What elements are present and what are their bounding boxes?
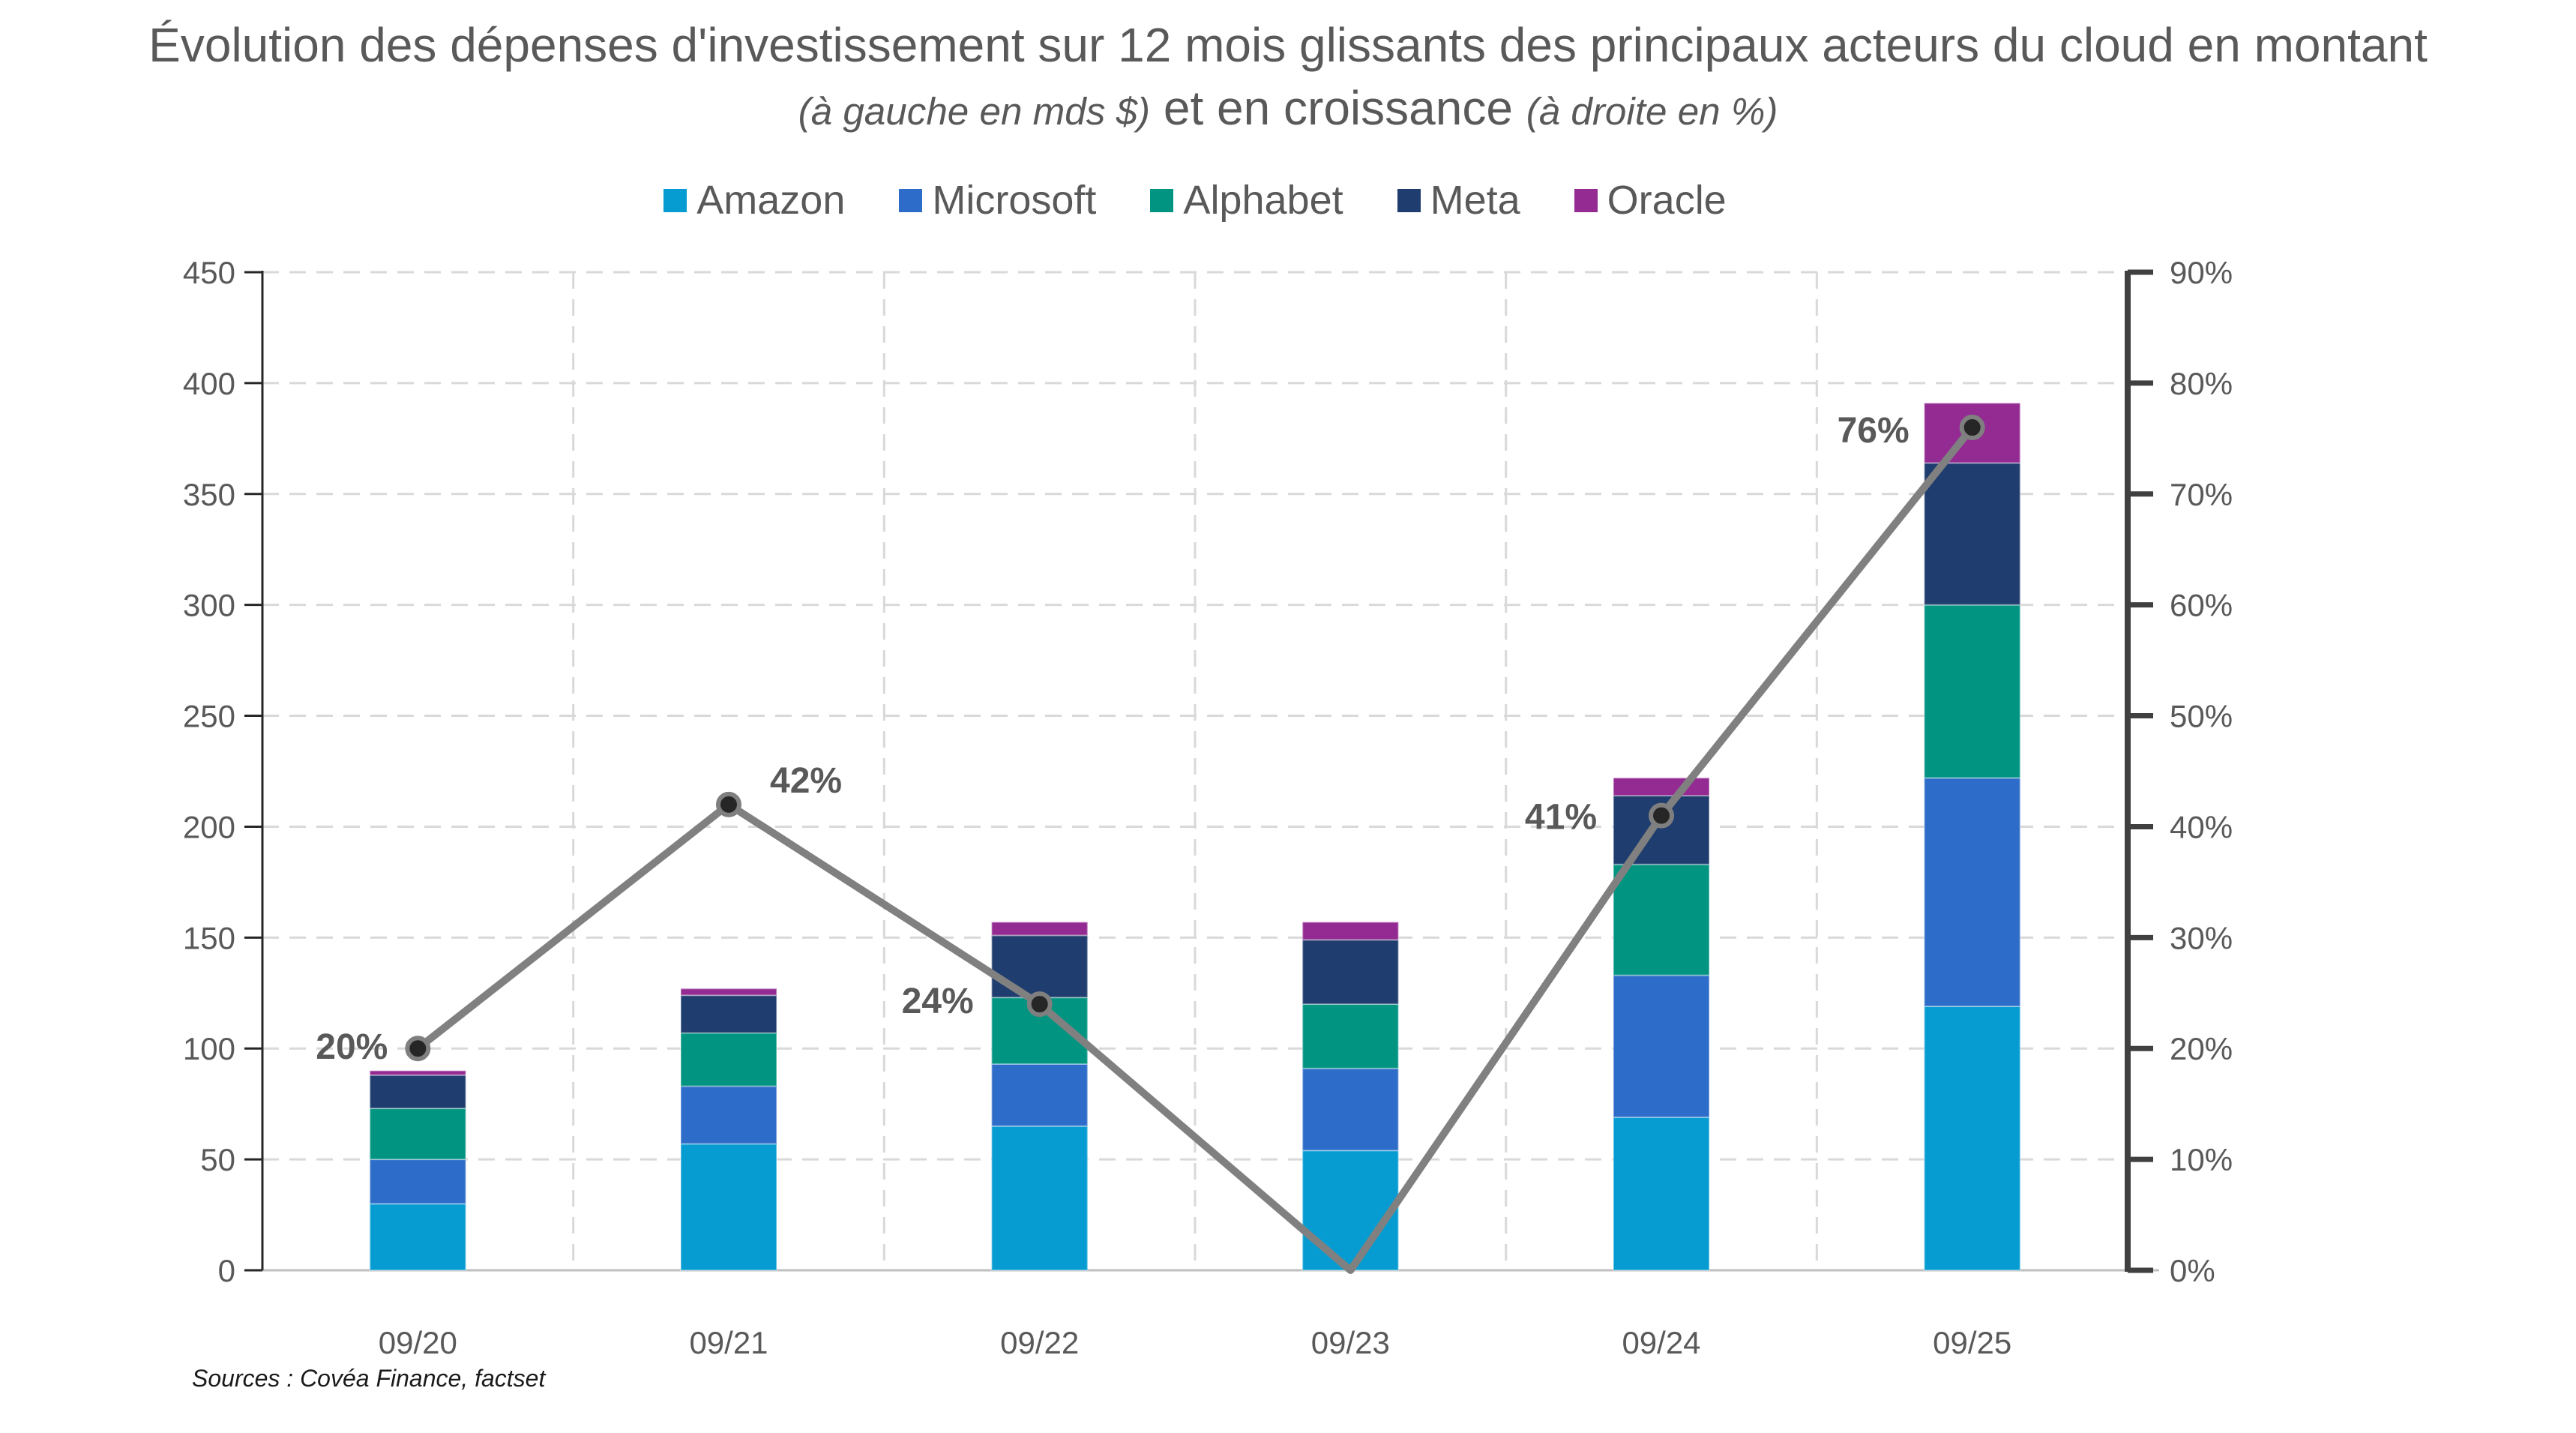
legend-swatch-oracle	[1574, 188, 1598, 212]
bar-segment-microsoft-09/24	[1613, 974, 1710, 1118]
bar-segment-microsoft-09/20	[369, 1159, 467, 1205]
x-axis-label: 09/25	[1933, 1325, 2011, 1360]
chart-title-right-axis-note: (à droite en %)	[1526, 90, 1778, 133]
right-axis-label: 40%	[2170, 809, 2233, 844]
bar-segment-oracle-09/24	[1613, 777, 1710, 797]
x-axis-label: 09/21	[689, 1325, 768, 1360]
chart-title-join: et en croissance	[1150, 81, 1526, 136]
bar-segment-microsoft-09/22	[990, 1063, 1089, 1127]
x-axis-label: 09/20	[379, 1325, 457, 1360]
right-axis-label: 10%	[2170, 1142, 2233, 1177]
x-axis-label: 09/24	[1622, 1325, 1700, 1360]
bar-segment-amazon-09/23	[1301, 1150, 1400, 1272]
legend-label-alphabet: Alphabet	[1183, 178, 1343, 223]
bar-segment-oracle-09/21	[680, 988, 777, 997]
bar-segment-meta-09/21	[680, 994, 777, 1034]
growth-label-09/25: 76%	[1838, 411, 1910, 451]
legend-item-amazon: Amazon	[663, 177, 845, 223]
legend-swatch-microsoft	[899, 188, 923, 212]
left-axis-label: 0	[218, 1253, 235, 1288]
growth-marker-09/22	[1026, 991, 1053, 1018]
left-axis-label: 100	[183, 1031, 235, 1066]
chart-legend: Amazon Microsoft Alphabet Meta Oracle	[262, 177, 2128, 223]
right-axis-label: 20%	[2170, 1031, 2233, 1066]
left-axis-label: 150	[183, 920, 235, 955]
chart-title-left-axis-note: (à gauche en mds $)	[798, 90, 1151, 133]
right-axis-label: 70%	[2170, 477, 2233, 512]
bar-segment-meta-09/20	[369, 1074, 467, 1110]
left-axis-label: 350	[183, 477, 235, 512]
left-axis-label: 300	[183, 588, 235, 623]
bar-segment-microsoft-09/21	[680, 1085, 777, 1145]
right-axis-label: 50%	[2170, 699, 2233, 734]
right-axis-label: 80%	[2170, 366, 2233, 401]
legend-item-microsoft: Microsoft	[899, 177, 1096, 223]
source-note: Sources : Covéa Finance, factset	[192, 1365, 546, 1392]
left-axis-label: 250	[183, 699, 235, 734]
legend-swatch-amazon	[663, 188, 687, 212]
bar-segment-amazon-09/24	[1613, 1116, 1710, 1271]
bar-segment-microsoft-09/25	[1923, 777, 2021, 1008]
bar-segment-amazon-09/20	[369, 1203, 467, 1272]
x-axis-label: 09/23	[1311, 1325, 1390, 1360]
bar-segment-alphabet-09/23	[1301, 1003, 1400, 1069]
legend-label-meta: Meta	[1430, 178, 1520, 223]
legend-label-amazon: Amazon	[696, 178, 846, 223]
left-axis-label: 200	[183, 809, 235, 844]
legend-label-microsoft: Microsoft	[932, 178, 1097, 223]
bar-segment-alphabet-09/20	[369, 1108, 467, 1161]
legend-swatch-alphabet	[1150, 188, 1174, 212]
bar-segment-amazon-09/21	[680, 1143, 777, 1271]
left-axis-label: 450	[183, 255, 235, 290]
bar-segment-microsoft-09/23	[1301, 1067, 1400, 1152]
legend-swatch-meta	[1397, 188, 1421, 212]
legend-label-oracle: Oracle	[1607, 178, 1727, 223]
growth-label-09/20: 20%	[316, 1027, 388, 1067]
chart-title: Évolution des dépenses d'investissement …	[148, 13, 2428, 140]
chart-title-main: Évolution des dépenses d'investissement …	[148, 18, 2428, 72]
growth-marker-09/21	[716, 791, 741, 817]
bar-segment-oracle-09/23	[1301, 921, 1400, 941]
left-axis-label: 400	[183, 366, 235, 401]
right-axis-label: 0%	[2170, 1253, 2215, 1288]
growth-label-09/22: 24%	[902, 982, 974, 1021]
growth-label-09/24: 41%	[1525, 798, 1597, 838]
growth-marker-09/20	[405, 1036, 431, 1062]
right-axis-label: 90%	[2170, 255, 2233, 290]
right-axis-label: 30%	[2170, 920, 2233, 955]
growth-marker-09/25	[1959, 415, 1985, 441]
legend-item-meta: Meta	[1397, 177, 1520, 223]
bar-segment-meta-09/22	[990, 934, 1089, 999]
legend-item-oracle: Oracle	[1574, 177, 1727, 223]
bar-segment-amazon-09/25	[1923, 1006, 2021, 1271]
bar-segment-alphabet-09/25	[1923, 604, 2021, 779]
bar-segment-alphabet-09/24	[1613, 863, 1710, 976]
bar-segment-meta-09/25	[1923, 462, 2021, 606]
bar-segment-oracle-09/22	[990, 921, 1089, 937]
growth-line	[415, 424, 1975, 1274]
x-axis-label: 09/22	[1000, 1325, 1079, 1360]
right-axis-label: 60%	[2170, 588, 2233, 623]
left-axis-label: 50	[200, 1142, 235, 1177]
bar-segment-meta-09/23	[1301, 939, 1400, 1006]
growth-label-09/21: 42%	[770, 761, 842, 801]
legend-item-alphabet: Alphabet	[1150, 177, 1343, 223]
bar-segment-oracle-09/20	[369, 1069, 467, 1076]
bar-segment-amazon-09/22	[990, 1125, 1089, 1271]
bar-segment-alphabet-09/21	[680, 1032, 777, 1087]
growth-marker-09/24	[1649, 802, 1674, 829]
